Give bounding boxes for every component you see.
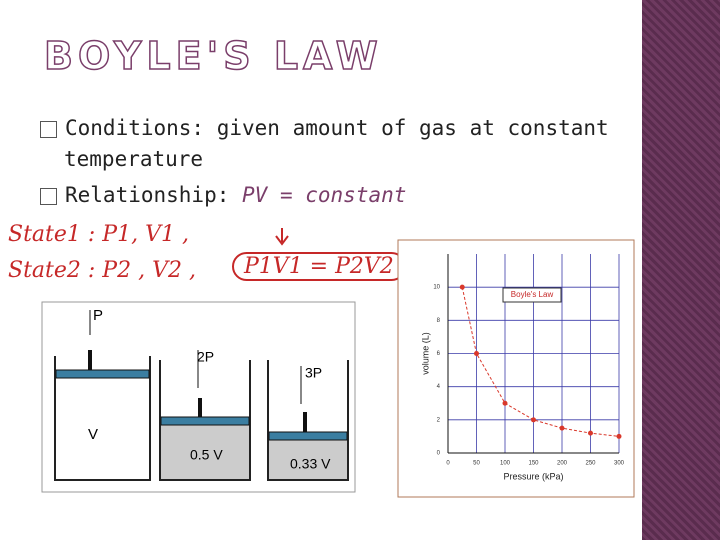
y-tick-label: 10: [433, 285, 440, 291]
x-tick-label: 200: [557, 461, 568, 467]
decor-stripe: [642, 0, 720, 540]
y-tick-label: 2: [437, 417, 441, 423]
y-tick-label: 4: [437, 384, 441, 390]
data-point: [616, 433, 622, 439]
y-tick-label: 0: [437, 451, 441, 457]
bullet-label: Relationship:: [65, 183, 230, 207]
force-arrows: [89, 310, 302, 404]
annotation: State2 : P2 , V2 ,: [8, 258, 196, 283]
chart-frame: [397, 239, 635, 498]
gas: [269, 440, 347, 479]
diagram-label: 0.5 V: [190, 447, 223, 463]
annotation: State1 : P1, V1 ,: [8, 222, 189, 247]
x-tick-label: 0: [446, 461, 450, 467]
diagram-label: 0.33 V: [290, 456, 331, 472]
data-point: [459, 284, 465, 290]
bullet-label: Conditions:: [65, 116, 205, 140]
x-axis-label: Pressure (kPa): [503, 471, 563, 481]
cylinders: [54, 356, 349, 481]
x-tick-label: 300: [614, 461, 625, 467]
y-tick-label: 6: [437, 351, 441, 357]
bullet-text: PV = constant: [242, 183, 407, 207]
y-tick-label: 8: [437, 318, 441, 324]
diagram-label: 3P: [305, 365, 322, 381]
legend-box: [502, 287, 562, 303]
gas: [161, 424, 249, 479]
piston: [268, 431, 348, 441]
arrow: [275, 228, 289, 246]
slide-title: BOYLE'S LAW: [43, 33, 383, 79]
x-tick-label: 100: [500, 461, 511, 467]
data-point: [588, 430, 593, 436]
data-point: [531, 417, 536, 423]
piston: [160, 416, 250, 426]
bullet: Conditions: given amount of gas at const…: [40, 116, 609, 140]
x-tick-label: 150: [528, 461, 539, 467]
bullet-text: temperature: [64, 147, 204, 171]
diagram-label: P: [93, 307, 103, 324]
y-axis-label: volume (L): [420, 332, 430, 375]
data-point: [474, 351, 479, 356]
diagram-label: V: [88, 426, 98, 443]
x-tick-label: 50: [473, 461, 480, 467]
legend-entry: Boyle's Law: [511, 290, 554, 299]
piston: [55, 369, 150, 379]
bullet: Relationship: PV = constant: [40, 183, 406, 207]
bullet-text: given amount of gas at constant: [216, 116, 609, 140]
diagram-label: 2P: [197, 349, 214, 365]
data-point: [559, 425, 565, 431]
data-point: [502, 400, 508, 406]
x-tick-label: 250: [585, 461, 596, 467]
